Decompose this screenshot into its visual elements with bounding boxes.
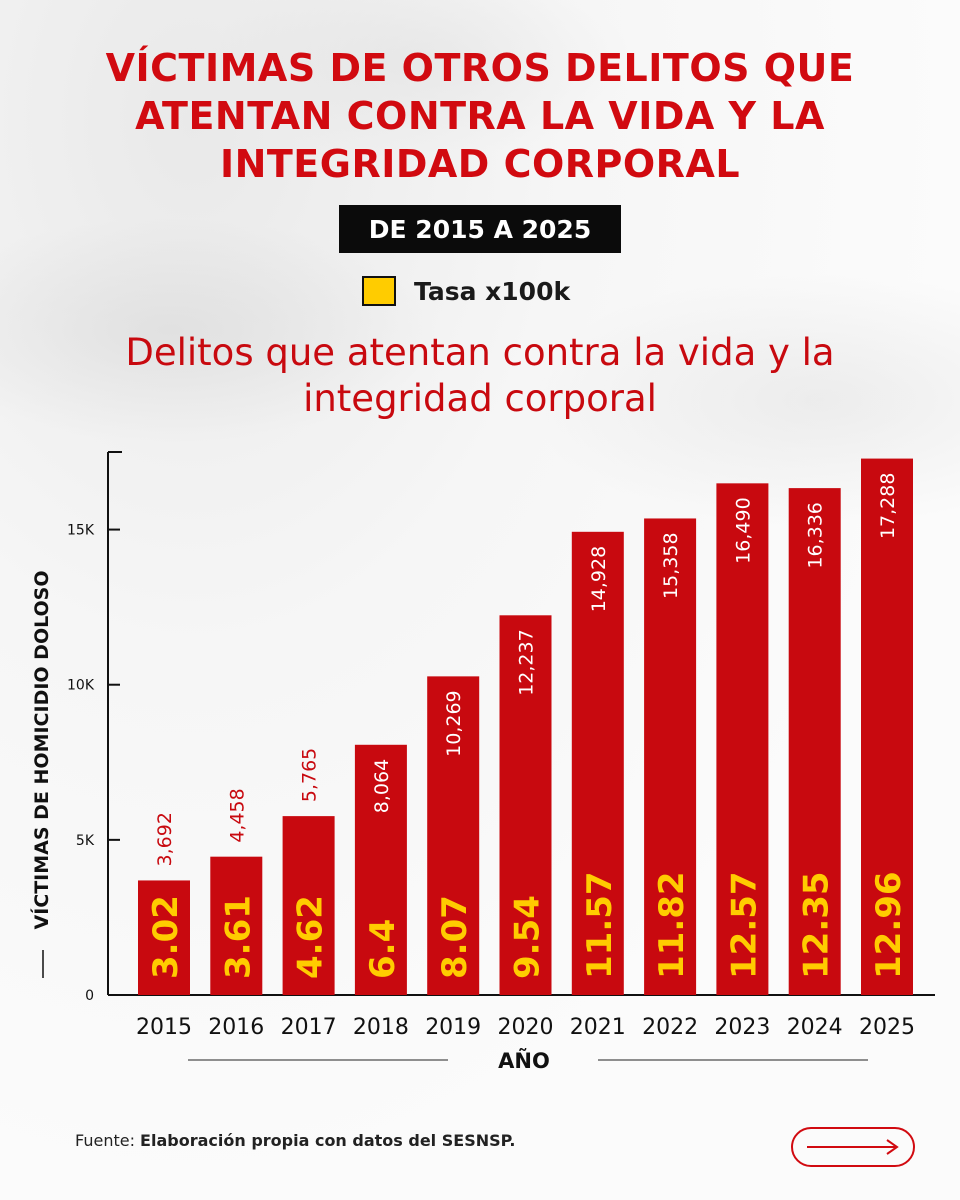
next-button[interactable]	[791, 1127, 915, 1167]
value-label-2016: 4,458	[226, 788, 248, 842]
value-label-2021: 14,928	[588, 546, 610, 612]
x-tick-label-2025: 2025	[859, 1015, 915, 1040]
value-label-2023: 16,490	[732, 497, 754, 563]
bar-2025	[861, 458, 913, 995]
y-axis-label: VÍCTIMAS DE HOMICIDIO DOLOSO	[30, 570, 53, 929]
x-tick-label-2019: 2019	[425, 1015, 481, 1040]
x-tick-label-2018: 2018	[353, 1015, 409, 1040]
source-note: Fuente: Elaboración propia con datos del…	[75, 1131, 516, 1150]
bar-2020	[499, 615, 552, 995]
value-label-2015: 3,692	[154, 812, 176, 866]
rate-label-2021: 11.57	[580, 871, 620, 979]
source-prefix: Fuente:	[75, 1131, 141, 1150]
x-tick-label-2020: 2020	[498, 1015, 554, 1040]
bar-2018	[354, 744, 407, 995]
rate-label-2025: 12.96	[869, 871, 909, 979]
legend-label: Tasa x100k	[414, 276, 571, 306]
value-label-2018: 8,064	[371, 759, 393, 813]
bar-2023	[716, 483, 769, 995]
rate-label-2017: 4.62	[291, 895, 331, 979]
y-tick-label-0: 0	[85, 988, 94, 1004]
bar-2024	[788, 488, 841, 995]
bar-2016	[210, 856, 263, 995]
bar-2022	[644, 518, 697, 995]
x-tick-label-2023: 2023	[714, 1015, 770, 1040]
value-label-2022: 15,358	[660, 532, 682, 598]
bar-2019	[427, 676, 480, 995]
x-tick-label-2017: 2017	[281, 1015, 337, 1040]
x-tick-label-2016: 2016	[208, 1015, 264, 1040]
x-tick-label-2015: 2015	[136, 1015, 192, 1040]
rate-label-2016: 3.61	[218, 895, 258, 979]
value-label-2019: 10,269	[443, 690, 465, 756]
value-label-2020: 12,237	[516, 629, 538, 695]
legend-swatch	[362, 276, 396, 306]
x-tick-label-2022: 2022	[642, 1015, 698, 1040]
rate-label-2020: 9.54	[508, 895, 548, 979]
bar-2021	[571, 531, 624, 995]
chart-title: Delitos que atentan contra la vida y la …	[125, 331, 835, 420]
y-tick-label-2: 10K	[67, 678, 95, 694]
rate-label-2022: 11.82	[652, 871, 692, 979]
page-title: VÍCTIMAS DE OTROS DELITOS QUE ATENTAN CO…	[105, 46, 855, 186]
rate-label-2023: 12.57	[724, 871, 764, 979]
arrow-right-icon	[807, 1139, 899, 1155]
rate-label-2018: 6.4	[363, 919, 403, 979]
rate-label-2019: 8.07	[435, 895, 475, 979]
x-tick-label-2021: 2021	[570, 1015, 626, 1040]
value-label-2024: 16,336	[805, 502, 827, 568]
y-tick-label-1: 5K	[76, 833, 95, 849]
bar-2017	[282, 816, 335, 995]
date-range-badge: DE 2015 A 2025	[339, 205, 621, 253]
bar-2015	[138, 880, 190, 995]
bar-chart: 0 5K 10K 15K VÍCTIMAS DE HOMICIDIO DOLOSO 3,6…	[30, 451, 935, 1073]
y-tick-label-3: 15K	[67, 523, 95, 539]
legend: Tasa x100k	[362, 273, 570, 309]
rate-label-2015: 3.02	[146, 895, 186, 979]
x-tick-label-2024: 2024	[787, 1015, 843, 1040]
source-text: Elaboración propia con datos del SESNSP.	[140, 1131, 516, 1150]
value-label-2017: 5,765	[299, 748, 321, 802]
rate-label-2024: 12.35	[797, 871, 837, 979]
value-label-2025: 17,288	[877, 473, 899, 539]
x-axis-label: AÑO	[498, 1048, 550, 1073]
